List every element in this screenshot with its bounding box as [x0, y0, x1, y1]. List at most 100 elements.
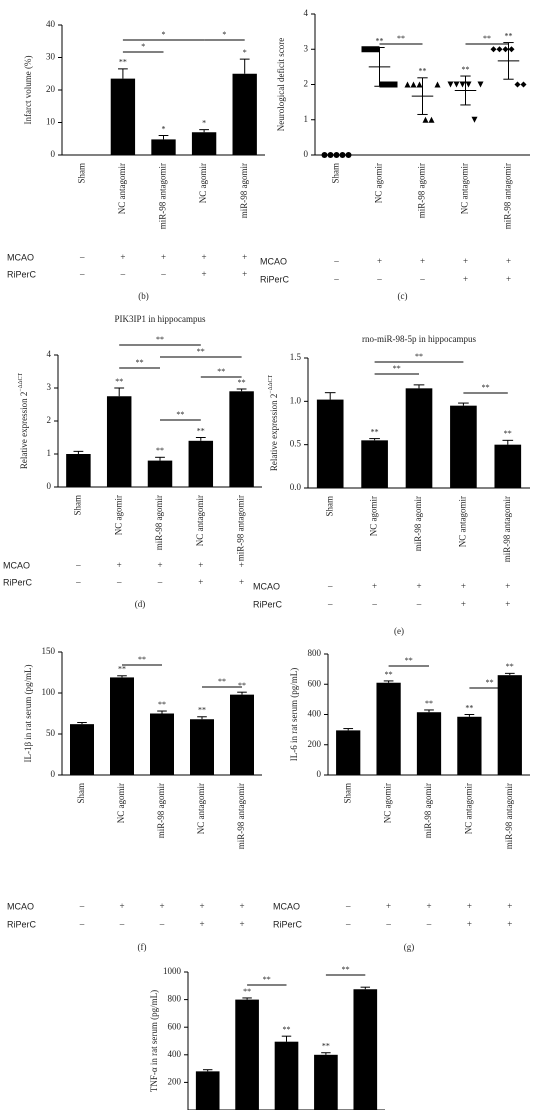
- condition-mark: –: [116, 577, 122, 587]
- chart-title: rno-miR-98-5p in hippocampus: [362, 334, 476, 344]
- x-tick-label: miR-98 agomir: [423, 783, 433, 838]
- x-tick-label: miR-98 antagomir: [503, 163, 513, 229]
- bar: [405, 388, 433, 488]
- x-tick-label: Sham: [76, 163, 86, 184]
- point: [490, 46, 497, 53]
- bar: [191, 132, 217, 155]
- point: [471, 116, 478, 123]
- condition-name: MCAO: [3, 560, 30, 570]
- bar: [314, 1054, 338, 1110]
- x-tick-label: Sham: [324, 496, 334, 517]
- condition-name: MCAO: [260, 256, 287, 266]
- condition-mark: +: [117, 560, 122, 570]
- y-tick-label: 400: [308, 709, 322, 719]
- bar: [147, 460, 173, 487]
- significance-label: **: [197, 426, 205, 435]
- point: [514, 81, 521, 88]
- significance-label: **: [462, 65, 470, 74]
- condition-mark: +: [461, 599, 466, 609]
- significance-label: **: [371, 427, 379, 436]
- condition-mark: –: [79, 269, 85, 279]
- condition-mark: +: [120, 252, 125, 262]
- condition-mark: +: [239, 901, 244, 911]
- point: [428, 116, 435, 123]
- x-tick-label: Sham: [331, 163, 341, 184]
- y-axis-label: Relative expression 2−ΔΔCT: [18, 373, 29, 470]
- condition-mark: –: [426, 919, 432, 929]
- panel-label: (e): [394, 626, 404, 636]
- y-tick-label: 20: [46, 84, 56, 94]
- y-tick-label: 2: [47, 415, 52, 425]
- significance-label: **: [419, 67, 427, 76]
- condition-mark: +: [119, 901, 124, 911]
- y-tick-label: 4: [47, 349, 52, 359]
- condition-name: RiPerC: [7, 269, 37, 279]
- condition-mark: +: [157, 560, 162, 570]
- condition-mark: –: [345, 901, 351, 911]
- bar: [195, 1071, 220, 1110]
- condition-mark: +: [198, 560, 203, 570]
- x-tick-label: NC agomir: [374, 163, 384, 203]
- comparison-label: **: [342, 965, 350, 974]
- significance-label: **: [158, 700, 166, 709]
- point: [477, 81, 484, 88]
- bar: [353, 989, 378, 1110]
- condition-mark: +: [199, 919, 204, 929]
- condition-mark: +: [199, 901, 204, 911]
- bar: [151, 139, 176, 155]
- y-tick-label: 1000: [163, 966, 182, 976]
- x-tick-label: miR-98 antagomir: [236, 495, 246, 561]
- x-tick-label: miR-98 antagomir: [158, 163, 168, 229]
- x-tick-label: miR-98 agomir: [417, 163, 427, 218]
- x-tick-label: miR-98 agomir: [413, 496, 423, 551]
- panel-label: (g): [404, 942, 415, 952]
- significance-label: **: [506, 662, 514, 671]
- y-axis-label-text: Relative expression 2: [19, 392, 29, 469]
- condition-mark: +: [420, 256, 425, 266]
- significance-label: **: [115, 377, 123, 386]
- y-tick-label: 40: [46, 19, 56, 29]
- condition-mark: +: [505, 581, 510, 591]
- condition-name: RiPerC: [253, 599, 283, 609]
- comparison-label: *: [222, 30, 226, 39]
- y-tick-label: 30: [46, 52, 56, 62]
- point: [453, 81, 460, 88]
- condition-mark: +: [202, 269, 207, 279]
- significance-label: **: [465, 703, 473, 712]
- comparison-label: **: [415, 352, 423, 361]
- condition-mark: –: [416, 599, 422, 609]
- y-tick-label: 1: [304, 114, 309, 124]
- x-tick-label: miR-98 antagomir: [504, 783, 514, 849]
- panel-label: (c): [398, 291, 408, 301]
- condition-name: RiPerC: [3, 577, 33, 587]
- y-tick-label: 0.5: [290, 439, 302, 449]
- comparison-label: **: [138, 655, 146, 664]
- panel-label: (f): [138, 942, 147, 952]
- x-tick-label: NC antagomir: [463, 783, 473, 834]
- comparison-label: **: [217, 367, 225, 376]
- point: [385, 81, 392, 88]
- condition-mark: +: [426, 901, 431, 911]
- y-axis-label-text: IL-6 in rat serum (pg/mL): [289, 668, 299, 761]
- y-tick-label: 200: [308, 739, 322, 749]
- significance-label: **: [238, 681, 246, 690]
- point: [345, 152, 352, 158]
- y-tick-label: 0.0: [290, 482, 302, 492]
- bar: [110, 78, 136, 155]
- comparison-label: **: [218, 677, 226, 686]
- condition-mark: –: [371, 599, 377, 609]
- condition-mark: +: [377, 256, 382, 266]
- point: [465, 81, 472, 88]
- condition-mark: –: [75, 577, 81, 587]
- y-tick-label: 4: [304, 8, 309, 18]
- y-axis-label: TNF-α in rat serum (pg/mL): [149, 990, 159, 1092]
- condition-mark: +: [506, 256, 511, 266]
- bar: [235, 999, 259, 1110]
- significance-label: *: [162, 124, 166, 133]
- condition-mark: –: [157, 577, 163, 587]
- condition-mark: –: [333, 274, 339, 284]
- y-axis-label: Neurological deficit score: [276, 38, 286, 131]
- condition-mark: +: [239, 919, 244, 929]
- condition-mark: +: [416, 581, 421, 591]
